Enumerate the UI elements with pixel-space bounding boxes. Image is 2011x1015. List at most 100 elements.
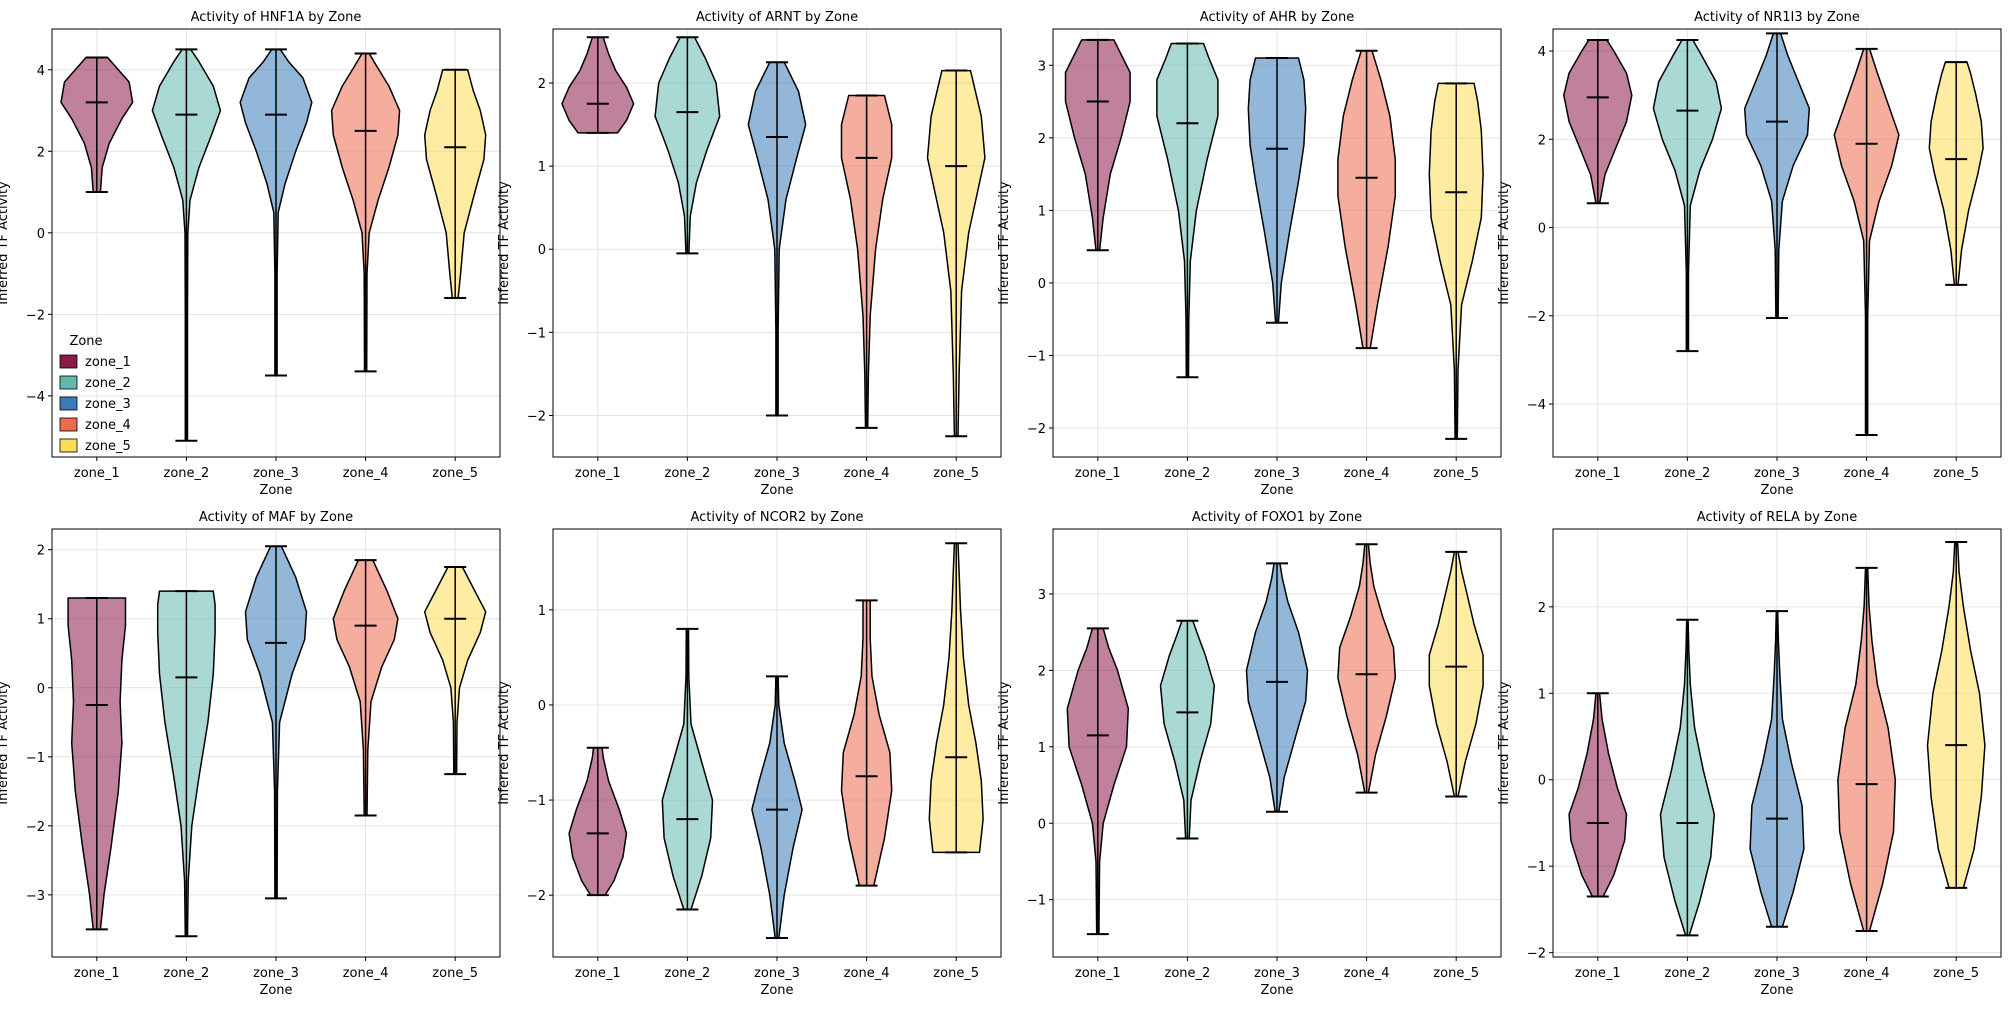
legend-swatch-zone_1 — [59, 354, 78, 369]
y-tick-label: −2 — [527, 889, 546, 904]
x-tick-label: zone_4 — [343, 466, 389, 481]
y-tick-label: 4 — [1538, 45, 1546, 60]
legend: Zone zone_1 zone_2 zone_3 zone_4 zone_5 — [59, 334, 131, 454]
y-axis-label: Inferred TF Activity — [497, 681, 512, 805]
x-tick-label: zone_4 — [343, 966, 389, 981]
x-axis-label: Zone — [760, 983, 793, 998]
chart-8: −2 −1 0 1 2 zone_1 zone_2 zone_3 zone_4 zone_5 Zon… — [1497, 510, 2002, 998]
y-tick-label: 0 — [1538, 222, 1546, 237]
x-tick-label: zone_5 — [1433, 966, 1479, 981]
y-axis-label: Inferred TF Activity — [0, 681, 11, 805]
x-tick-label: zone_4 — [1344, 966, 1390, 981]
legend-title: Zone — [69, 334, 102, 349]
legend-label-zone_2: zone_2 — [85, 376, 131, 391]
y-tick-label: −4 — [26, 390, 45, 405]
x-tick-label: zone_5 — [432, 966, 478, 981]
x-tick-label: zone_3 — [1254, 466, 1300, 481]
x-tick-label: zone_5 — [1433, 466, 1479, 481]
x-axis-label: Zone — [259, 983, 292, 998]
x-tick-label: zone_1 — [575, 466, 621, 481]
y-tick-label: 2 — [538, 77, 546, 92]
legend-label-zone_4: zone_4 — [85, 418, 131, 433]
chart-6: −2 −1 0 1 zone_1 zone_2 zone_3 zone_4 zone_5 Zone… — [497, 510, 1002, 998]
y-tick-label: 2 — [1538, 601, 1546, 616]
x-tick-label: zone_5 — [1933, 966, 1979, 981]
y-axis-label: Inferred TF Activity — [997, 681, 1012, 805]
y-tick-label: 2 — [1038, 664, 1046, 679]
y-tick-label: −2 — [527, 409, 546, 424]
x-tick-label: zone_2 — [1665, 966, 1711, 981]
x-tick-label: zone_3 — [754, 466, 800, 481]
y-tick-label: 1 — [1038, 741, 1046, 756]
y-tick-label: −1 — [26, 751, 45, 766]
chart-title: Activity of MAF by Zone — [199, 510, 353, 525]
x-tick-label: zone_4 — [844, 966, 890, 981]
y-tick-label: 0 — [1538, 774, 1546, 789]
y-axis-label: Inferred TF Activity — [1497, 181, 1512, 305]
y-axis-label: Inferred TF Activity — [0, 181, 11, 305]
chart-title: Activity of AHR by Zone — [1200, 10, 1354, 25]
x-tick-label: zone_3 — [1754, 966, 1800, 981]
y-tick-label: 2 — [37, 145, 45, 160]
chart-title: Activity of HNF1A by Zone — [191, 10, 362, 25]
chart-title: Activity of RELA by Zone — [1697, 510, 1857, 525]
y-tick-label: 4 — [37, 64, 45, 79]
x-tick-label: zone_1 — [74, 466, 120, 481]
y-tick-label: −4 — [1527, 398, 1546, 413]
x-tick-label: zone_4 — [1844, 966, 1890, 981]
y-tick-label: −1 — [527, 794, 546, 809]
x-axis-label: Zone — [1760, 483, 1793, 498]
y-tick-label: 1 — [538, 160, 546, 175]
x-tick-label: zone_5 — [432, 466, 478, 481]
y-tick-label: −1 — [527, 326, 546, 341]
x-tick-label: zone_4 — [844, 466, 890, 481]
chart-7: −1 0 1 2 3 zone_1 zone_2 zone_3 zone_4 zone_5 Zone… — [997, 510, 1502, 998]
x-tick-label: zone_3 — [253, 966, 299, 981]
legend-label-zone_3: zone_3 — [85, 397, 131, 412]
y-tick-label: 2 — [37, 544, 45, 559]
legend-swatch-zone_3 — [59, 396, 78, 411]
chart-2: −2 −1 0 1 2 zone_1 zone_2 zone_3 zone_4 zone_5 Zon… — [497, 10, 1002, 498]
y-tick-label: 1 — [1038, 204, 1046, 219]
y-tick-label: 0 — [538, 243, 546, 258]
chart-5: −3 −2 −1 0 1 2 zone_1 zone_2 zone_3 zone_4 zone_5 Z… — [0, 510, 501, 998]
y-tick-label: −1 — [1527, 860, 1546, 875]
chart-4: −4 −2 0 2 4 zone_1 zone_2 zone_3 zone_4 zone_5 Zon… — [1497, 10, 2002, 498]
y-tick-label: 1 — [538, 604, 546, 619]
x-tick-label: zone_2 — [1165, 466, 1211, 481]
y-tick-label: −1 — [1027, 894, 1046, 909]
legend-swatch-zone_2 — [59, 375, 78, 390]
y-tick-label: 0 — [1038, 277, 1046, 292]
x-axis-label: Zone — [1260, 483, 1293, 498]
chart-3: −2 −1 0 1 2 3 zone_1 zone_2 zone_3 zone_4 zone_5 Zo… — [997, 10, 1502, 498]
x-tick-label: zone_1 — [1575, 966, 1621, 981]
x-tick-label: zone_3 — [754, 966, 800, 981]
x-tick-label: zone_1 — [1075, 466, 1121, 481]
y-tick-label: −3 — [26, 889, 45, 904]
y-tick-label: 0 — [37, 682, 45, 697]
x-tick-label: zone_2 — [164, 466, 210, 481]
chart-title: Activity of ARNT by Zone — [696, 10, 858, 25]
x-tick-label: zone_4 — [1344, 466, 1390, 481]
y-tick-label: −2 — [1527, 310, 1546, 325]
x-tick-label: zone_5 — [933, 966, 979, 981]
x-tick-label: zone_1 — [1575, 466, 1621, 481]
y-tick-label: −1 — [1027, 349, 1046, 364]
x-tick-label: zone_3 — [1754, 466, 1800, 481]
x-tick-label: zone_3 — [253, 466, 299, 481]
legend-swatch-zone_5 — [59, 438, 78, 453]
y-tick-label: 2 — [1538, 133, 1546, 148]
y-tick-label: 3 — [1038, 59, 1046, 74]
x-tick-label: zone_2 — [665, 466, 711, 481]
y-axis-label: Inferred TF Activity — [997, 181, 1012, 305]
legend-swatch-zone_4 — [59, 417, 78, 432]
chart-title: Activity of NCOR2 by Zone — [690, 510, 863, 525]
x-axis-label: Zone — [1760, 983, 1793, 998]
y-tick-label: 0 — [37, 227, 45, 242]
y-tick-label: −2 — [26, 820, 45, 835]
y-tick-label: 1 — [1538, 687, 1546, 702]
x-tick-label: zone_5 — [933, 466, 979, 481]
